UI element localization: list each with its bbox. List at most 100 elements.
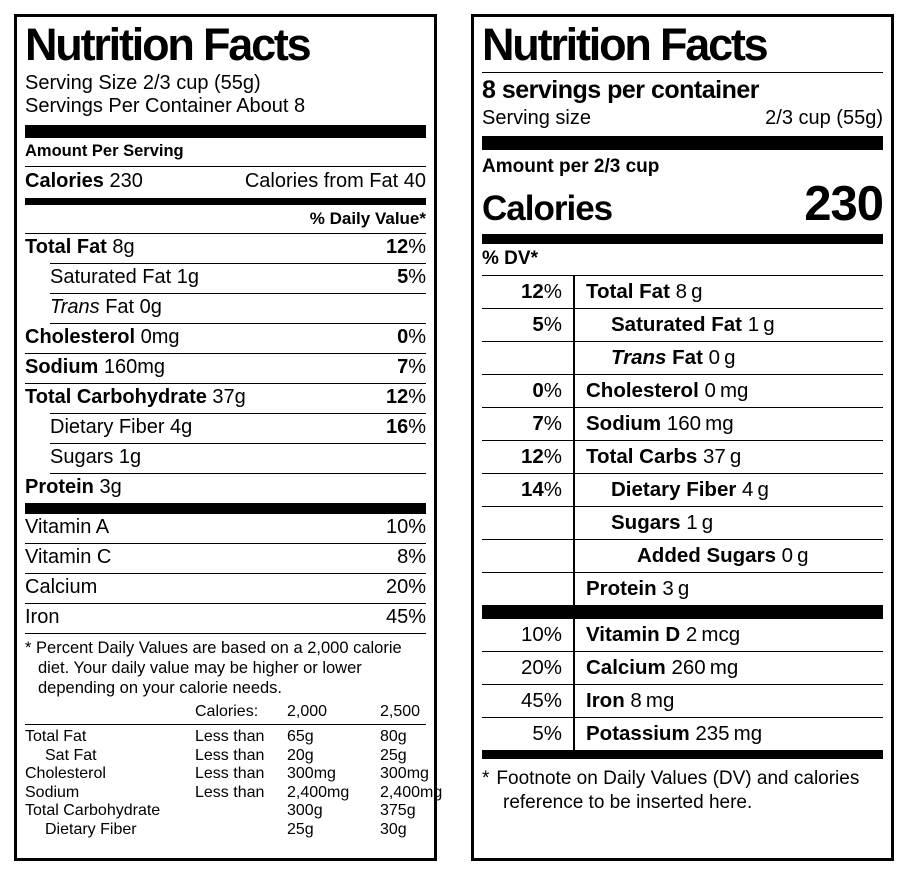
vitamin-name: Iron [25,605,60,628]
nutrient-name: Trans Fat 0g [50,295,162,318]
daily-value [482,342,573,374]
nutrient-name: Total Fat 8 g [573,275,883,308]
nutrient-row-trans-fat: Trans Fat 0 g [482,340,883,374]
nutrient-name: Total Carbohydrate 37g [25,385,246,408]
daily-value: 12% [520,444,562,468]
vitamin-name: Vitamin A [25,515,110,538]
daily-value: 7% [397,355,426,378]
nutrient-name: Dietary Fiber 4g [50,415,193,438]
divider [25,602,426,604]
new-format-nutrition-label: Nutrition Facts 8 servings per container… [471,14,894,861]
divider [50,322,426,324]
serving-size-row: Serving size 2/3 cup (55g) [482,105,883,136]
table-row: Cholesterol Less than 300mg 300mg [25,765,429,783]
daily-value: 5% [397,265,426,288]
old-format-nutrition-label: Nutrition Facts Serving Size 2/3 cup (55… [14,14,443,861]
daily-value: 20% [520,655,562,679]
nutrient-name: Cholesterol 0mg [25,325,180,348]
section-bar [482,233,883,244]
vitamin-row-vitamin-a: Vitamin A 10% [25,514,426,543]
daily-value: 0% [532,378,562,402]
divider [50,442,426,444]
divider [25,632,426,634]
divider [25,165,426,167]
vitamin-name: Potassium 235 mg [573,717,883,750]
daily-value: 5% [532,721,562,745]
vitamin-row-potassium: 5% Potassium 235 mg [482,716,883,750]
nutrient-name: Total Carbs 37 g [573,440,883,473]
nutrient-name: Total Fat 8g [25,235,135,258]
nutrient-row-dietary-fiber: Dietary Fiber 4g 16% [25,414,426,443]
calories-from-fat: Calories from Fat 40 [244,169,426,192]
daily-value: 12% [385,385,426,408]
table-row: Sat Fat Less than 20g 25g [45,746,407,764]
daily-value: 5% [532,312,562,336]
vitamin-name: Vitamin D 2 mcg [573,618,883,651]
vitamin-name: Vitamin C [25,545,112,568]
nutrient-row-protein: Protein 3 g [482,571,883,605]
vitamin-row-vitamin-c: Vitamin C 8% [25,544,426,573]
nutrient-name: Protein 3g [25,475,122,498]
nutrient-name: Cholesterol 0 mg [573,374,883,407]
daily-value: 45% [520,688,562,712]
percent-daily-value-heading: % Daily Value* [309,208,426,228]
nutrient-row-total-carbs: 12% Total Carbs 37 g [482,439,883,473]
daily-value: 14% [520,477,562,501]
vitamin-row-iron: 45% Iron 8 mg [482,683,883,717]
nutrient-row-sodium: Sodium 160mg 7% [25,354,426,383]
nutrient-name: Trans Fat 0 g [573,341,883,374]
divider [50,472,426,474]
column-header-2000: 2,000 [287,702,328,720]
nutrients-table: 12% Total Fat 8 g 5% Saturated Fat 1 g T… [482,274,883,605]
nutrient-name: Saturated Fat 1g [50,265,199,288]
vitamin-row-calcium: 20% Calcium 260 mg [482,650,883,684]
vitamin-name: Calcium 260 mg [573,651,883,684]
nutrient-row-sugars: Sugars 1g [25,444,426,473]
divider [50,292,426,294]
nutrient-name: Dietary Fiber 4 g [573,473,883,506]
daily-value: 10% [520,622,562,646]
amount-per-serving-heading: Amount Per Serving [25,141,184,160]
nutrient-name: Sugars 1 g [573,506,883,539]
daily-value: 0% [397,325,426,348]
servings-per-container-text: Servings Per Container About 8 [25,94,306,117]
vitamin-row-calcium: Calcium 20% [25,574,426,603]
calories-row: Calories 230 [482,176,884,232]
footnote: * Footnote on Daily Values (DV) and calor… [482,767,860,813]
daily-value: 10% [385,515,426,538]
daily-values-reference-table: Calories: 2,000 2,500 Total Fat Less than… [25,702,443,840]
section-bar [482,135,883,150]
daily-value: 20% [385,575,426,598]
divider [50,412,426,414]
calories-label: Calories [482,188,613,228]
daily-value [482,573,573,605]
divider [25,352,426,354]
column-header-calories: Calories: [195,702,259,720]
nutrient-row-added-sugars: Added Sugars 0 g [482,538,883,572]
nutrient-row-trans-fat: Trans Fat 0g [25,294,426,323]
serving-size-label: Serving size [482,106,591,129]
nutrient-row-sodium: 7% Sodium 160 mg [482,406,883,440]
servings-per-container-text: 8 servings per container [482,75,760,104]
daily-value [482,507,573,539]
nutrient-name: Protein 3 g [573,572,883,605]
serving-size-value: 2/3 cup (55g) [765,106,883,129]
calories-value: 230 [804,176,884,231]
nutrient-row-cholesterol: Cholesterol 0mg 0% [25,324,426,353]
divider [25,542,426,544]
table-row: Sodium Less than 2,400mg 2,400mg [25,783,443,801]
vitamins-table: 10% Vitamin D 2 mcg 20% Calcium 260 mg 4… [482,618,883,750]
nutrient-row-total-carbohydrate: Total Carbohydrate 37g 12% [25,384,426,413]
nutrient-name: Added Sugars 0 g [573,539,883,572]
nutrient-name: Sodium 160mg [25,355,166,378]
nutrient-row-protein: Protein 3g [25,474,426,503]
divider [50,262,426,264]
table-row: Total Carbohydrate 300g 375g [25,802,416,820]
column-header-2500: 2,500 [380,702,421,720]
label-title: Nutrition Facts [482,19,769,70]
section-bar [25,197,426,205]
nutrient-row-saturated-fat: 5% Saturated Fat 1 g [482,307,883,341]
nutrient-row-cholesterol: 0% Cholesterol 0 mg [482,373,883,407]
daily-value: 12% [520,279,562,303]
daily-value: 8% [397,545,426,568]
